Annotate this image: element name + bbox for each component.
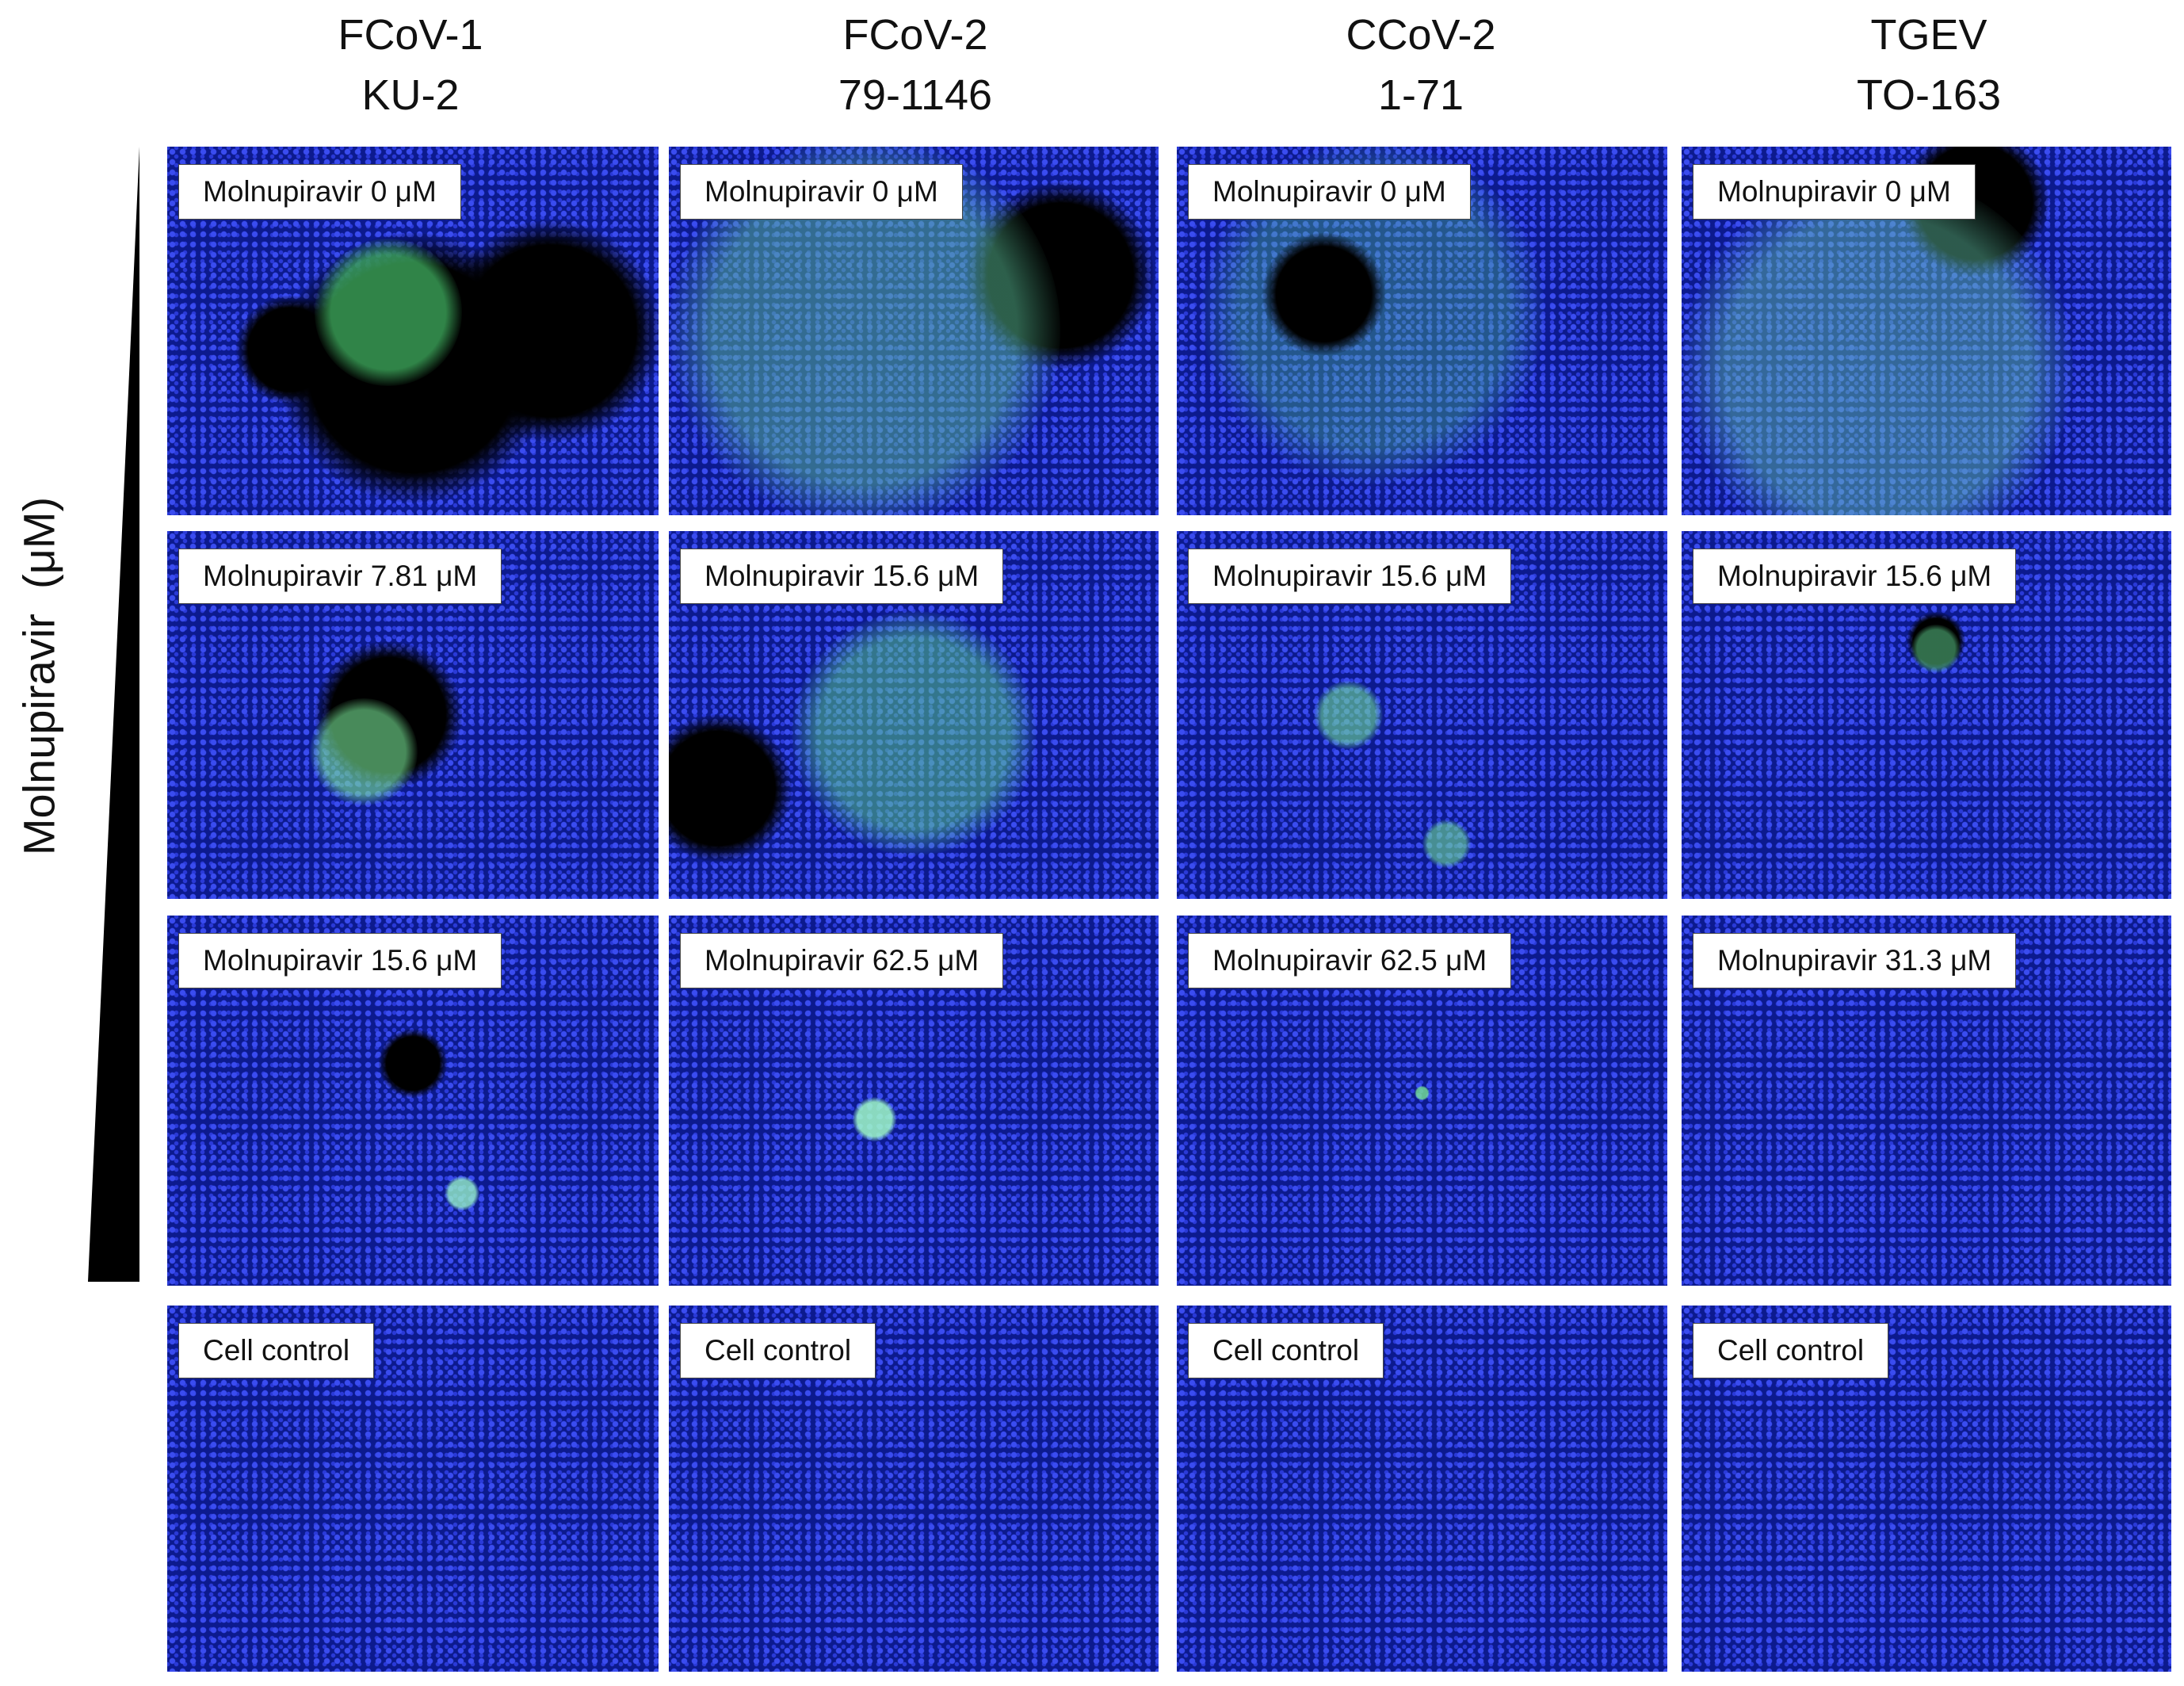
focus [1415, 1085, 1430, 1101]
axis-label: Molnupiravir (μM) [13, 496, 64, 856]
column-title: TGEV [1870, 11, 1987, 59]
micrograph: Cell control [1177, 1306, 1667, 1672]
micrograph: Molnupiravir 15.6 μM [1682, 531, 2171, 899]
focus [309, 698, 418, 806]
micrograph: Cell control [1682, 1306, 2171, 1672]
focus [445, 1176, 479, 1210]
micrograph: Molnupiravir 0 μM [1682, 147, 2171, 515]
panel-label: Molnupiravir 15.6 μM [1188, 549, 1512, 604]
panel-label: Cell control [1188, 1323, 1384, 1378]
focus [791, 610, 1037, 856]
micrograph: Molnupiravir 62.5 μM [1177, 916, 1667, 1286]
micrograph: Cell control [669, 1306, 1159, 1672]
focus [440, 220, 659, 442]
focus [669, 715, 792, 862]
panel-label: Molnupiravir 0 μM [680, 164, 963, 220]
micrograph: Molnupiravir 0 μM [1177, 147, 1667, 515]
panel-label: Cell control [178, 1323, 375, 1378]
column-subtitle: 1-71 [1377, 71, 1464, 119]
column-subtitle: 79-1146 [838, 71, 993, 119]
micrograph: Molnupiravir 15.6 μM [167, 916, 659, 1286]
panel-label: Molnupiravir 62.5 μM [680, 933, 1004, 988]
panel-label: Molnupiravir 7.81 μM [178, 549, 502, 604]
column-title: FCoV-1 [338, 11, 483, 59]
micrograph: Molnupiravir 15.6 μM [669, 531, 1159, 899]
panel-label: Molnupiravir 15.6 μM [178, 933, 502, 988]
panel-label: Cell control [1693, 1323, 1889, 1378]
focus [378, 1029, 448, 1099]
focus [1682, 171, 2074, 515]
panel-label: Molnupiravir 15.6 μM [1693, 549, 2017, 604]
micrograph: Molnupiravir 0 μM [167, 147, 659, 515]
panel-label: Molnupiravir 15.6 μM [680, 549, 1004, 604]
focus [1911, 624, 1961, 674]
panel-label: Molnupiravir 31.3 μM [1693, 933, 2017, 988]
concentration-wedge [88, 147, 139, 1282]
focus [1422, 819, 1472, 869]
micrograph: Molnupiravir 62.5 μM [669, 916, 1159, 1286]
focus [852, 1096, 897, 1141]
panel-label: Molnupiravir 0 μM [1188, 164, 1471, 220]
focus [315, 239, 462, 386]
column-subtitle: TO-163 [1856, 71, 2002, 119]
panel-label: Molnupiravir 0 μM [178, 164, 461, 220]
column-subtitle: KU-2 [361, 71, 460, 119]
panel-label: Cell control [680, 1323, 876, 1378]
micrograph: Molnupiravir 31.3 μM [1682, 916, 2171, 1286]
column-title: CCoV-2 [1346, 11, 1496, 59]
column-title: FCoV-2 [842, 11, 988, 59]
micrograph: Cell control [167, 1306, 659, 1672]
panel-label: Molnupiravir 62.5 μM [1188, 933, 1512, 988]
micrograph: Molnupiravir 7.81 μM [167, 531, 659, 899]
focus [1262, 232, 1386, 356]
panel-label: Molnupiravir 0 μM [1693, 164, 1976, 220]
focus [1314, 680, 1383, 750]
micrograph: Molnupiravir 0 μM [669, 147, 1159, 515]
micrograph: Molnupiravir 15.6 μM [1177, 531, 1667, 899]
